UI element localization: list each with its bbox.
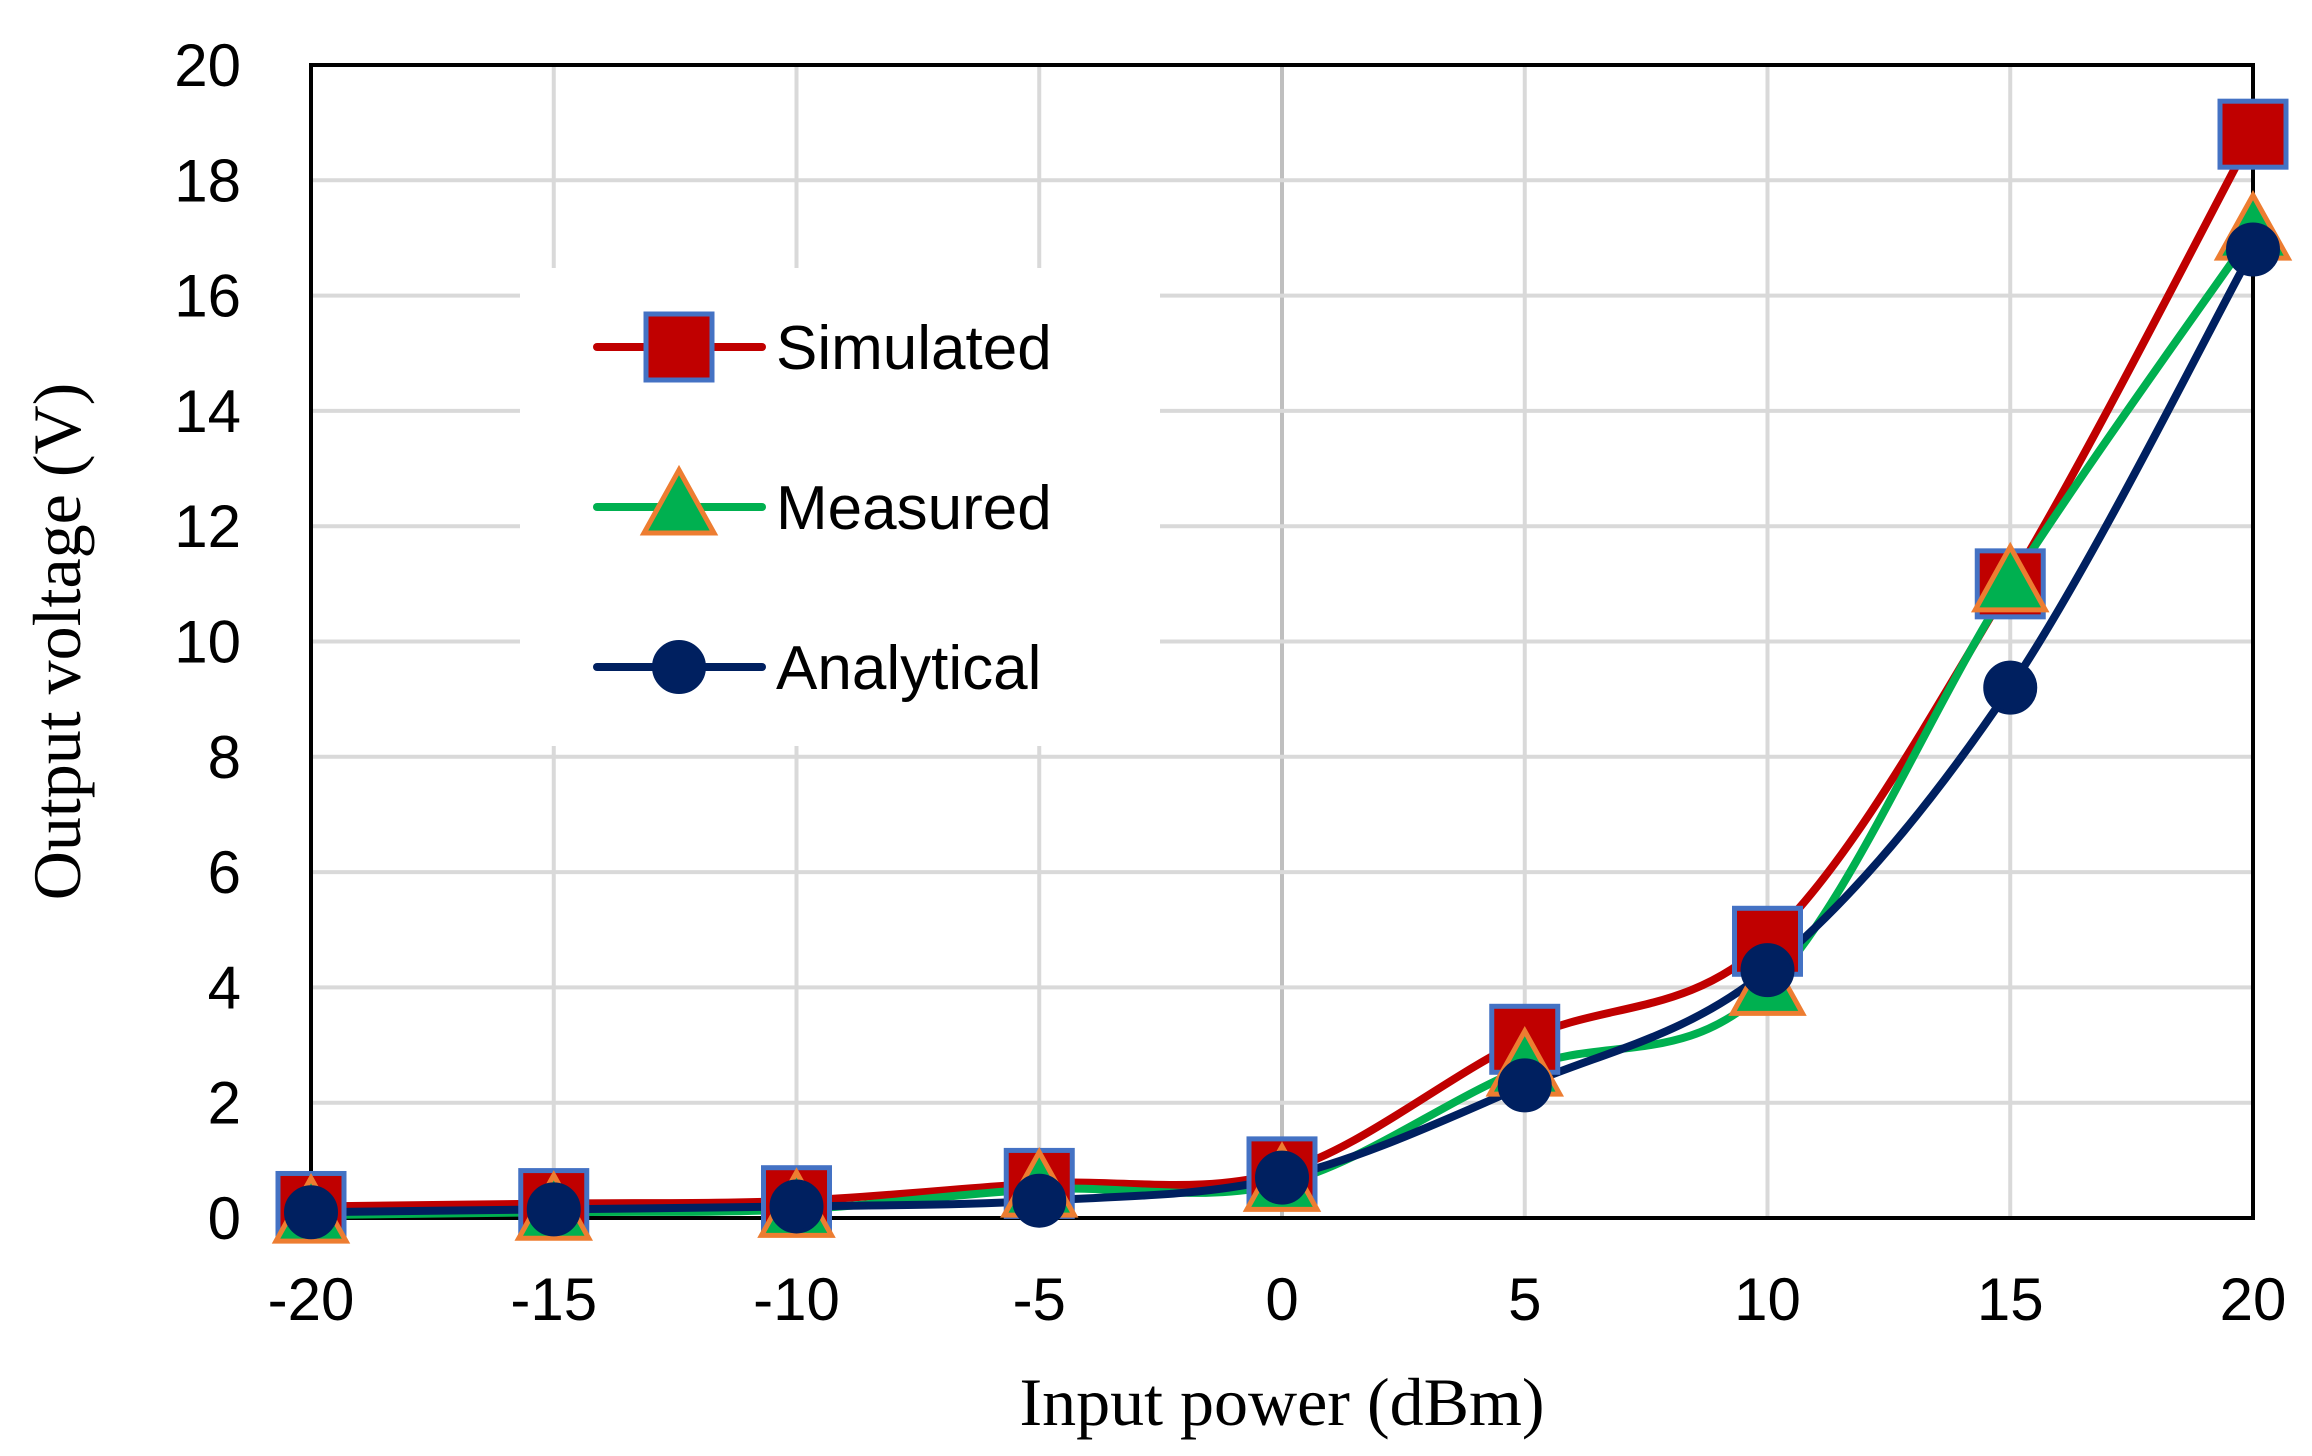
legend-label-simulated: Simulated [776, 314, 1052, 383]
y-axis-title: Output voltage (V) [19, 383, 95, 900]
y-tick-label: 14 [174, 378, 241, 445]
y-tick-label: 4 [208, 954, 241, 1021]
x-tick-label: 0 [1265, 1266, 1298, 1333]
x-tick-label: -10 [753, 1266, 840, 1333]
data-point-analytical [1255, 1150, 1309, 1205]
data-point-analytical [526, 1182, 581, 1237]
x-tick-label: -5 [1013, 1266, 1066, 1333]
data-point-simulated [2217, 98, 2289, 170]
series-markers [271, 98, 2293, 1244]
legend-marker-analytical [652, 640, 706, 694]
y-tick-label: 0 [208, 1185, 241, 1252]
x-tick-label: 20 [2220, 1266, 2287, 1333]
y-tick-label: 8 [208, 724, 241, 791]
x-tick-labels: -20 -15 -10 -5 0 5 10 15 20 [268, 1266, 2287, 1333]
y-tick-label: 10 [174, 609, 241, 676]
x-tick-label: -20 [268, 1266, 355, 1333]
legend-marker-measured [639, 464, 719, 536]
grid [311, 65, 2253, 1218]
x-axis-title: Input power (dBm) [1019, 1364, 1544, 1440]
x-tick-label: 15 [1977, 1266, 2044, 1333]
data-point-analytical [1983, 660, 2038, 715]
data-point-analytical [769, 1179, 824, 1234]
data-point-analytical [284, 1185, 338, 1240]
legend-label-analytical: Analytical [776, 634, 1041, 703]
legend-marker-simulated [643, 311, 715, 383]
data-point-measured [1971, 541, 2050, 613]
plot-frame [309, 63, 2255, 1220]
x-tick-label: 10 [1734, 1266, 1801, 1333]
data-point-analytical [1497, 1058, 1552, 1113]
data-point-analytical [1012, 1173, 1067, 1228]
x-tick-label: 5 [1508, 1266, 1541, 1333]
y-tick-label: 20 [174, 32, 241, 99]
data-point-analytical [1740, 943, 1795, 998]
y-tick-label: 2 [208, 1070, 241, 1137]
legend-label-measured: Measured [776, 474, 1052, 543]
x-tick-label: -15 [510, 1266, 597, 1333]
y-tick-label: 16 [174, 263, 241, 330]
data-point-analytical [2226, 222, 2280, 277]
y-tick-labels: 0 2 4 6 8 10 12 14 16 18 20 [174, 32, 241, 1252]
y-tick-label: 18 [174, 147, 241, 214]
y-tick-label: 6 [208, 839, 241, 906]
y-tick-label: 12 [174, 493, 241, 560]
legend: Simulated Measured Analytical [520, 268, 1160, 746]
